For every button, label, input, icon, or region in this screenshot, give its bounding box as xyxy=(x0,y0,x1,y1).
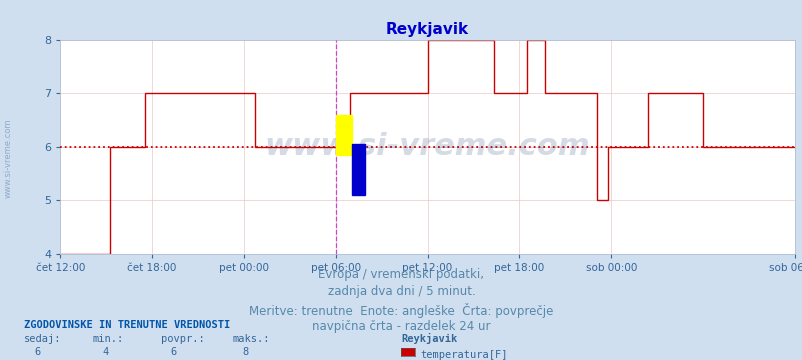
Text: -nan: -nan xyxy=(83,359,108,360)
Text: 6: 6 xyxy=(34,347,40,357)
Text: min.:: min.: xyxy=(92,334,124,344)
Text: povpr.:: povpr.: xyxy=(160,334,204,344)
Bar xyxy=(335,114,351,155)
Text: temperatura[F]: temperatura[F] xyxy=(419,350,507,360)
Text: navpična črta - razdelek 24 ur: navpična črta - razdelek 24 ur xyxy=(312,320,490,333)
Title: Reykjavik: Reykjavik xyxy=(386,22,468,37)
Text: 8: 8 xyxy=(242,347,249,357)
Text: -nan: -nan xyxy=(15,359,40,360)
Text: Evropa / vremenski podatki,: Evropa / vremenski podatki, xyxy=(318,268,484,281)
Text: zadnja dva dni / 5 minut.: zadnja dva dni / 5 minut. xyxy=(327,285,475,298)
Text: -nan: -nan xyxy=(152,359,176,360)
Text: sedaj:: sedaj: xyxy=(24,334,62,344)
Text: maks.:: maks.: xyxy=(233,334,270,344)
Text: www.si-vreme.com: www.si-vreme.com xyxy=(3,119,13,198)
Text: -nan: -nan xyxy=(224,359,249,360)
Text: www.si-vreme.com: www.si-vreme.com xyxy=(265,132,589,161)
Text: Meritve: trenutne  Enote: angleške  Črta: povprečje: Meritve: trenutne Enote: angleške Črta: … xyxy=(249,303,553,318)
Text: 6: 6 xyxy=(170,347,176,357)
Bar xyxy=(351,144,365,195)
Text: ZGODOVINSKE IN TRENUTNE VREDNOSTI: ZGODOVINSKE IN TRENUTNE VREDNOSTI xyxy=(24,320,230,330)
Text: Reykjavik: Reykjavik xyxy=(401,333,457,344)
Text: 4: 4 xyxy=(102,347,108,357)
